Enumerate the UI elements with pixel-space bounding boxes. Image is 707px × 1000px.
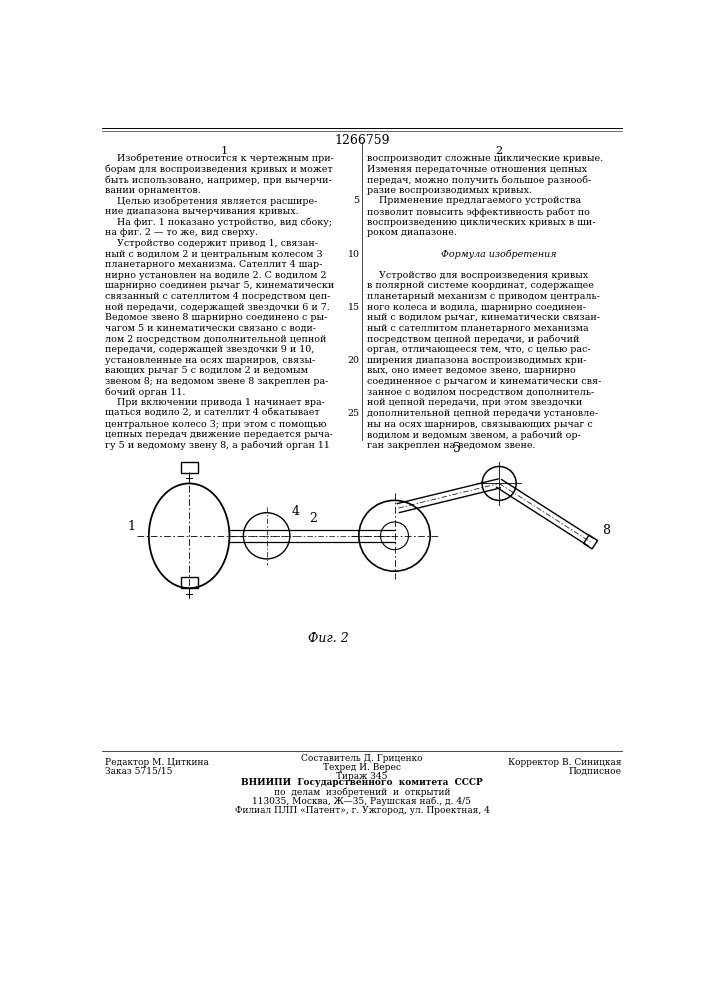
Text: Применение предлагаемого устройства: Применение предлагаемого устройства (368, 196, 581, 205)
Text: Ведомое звено 8 шарнирно соединено с ры-: Ведомое звено 8 шарнирно соединено с ры- (105, 313, 328, 322)
Text: 25: 25 (348, 409, 360, 418)
Text: Корректор В. Синицкая: Корректор В. Синицкая (508, 758, 621, 767)
Text: 1: 1 (221, 146, 228, 156)
Text: 2: 2 (309, 512, 317, 525)
Text: ширения диапазона воспроизводимых кри-: ширения диапазона воспроизводимых кри- (368, 356, 587, 365)
Text: бочий орган 11.: бочий орган 11. (105, 388, 186, 397)
Text: воспроизводит сложные циклические кривые.: воспроизводит сложные циклические кривые… (368, 154, 604, 163)
Text: нирно установлен на водиле 2. С водилом 2: нирно установлен на водиле 2. С водилом … (105, 271, 327, 280)
Text: 10: 10 (348, 250, 360, 259)
Text: вающих рычаг 5 с водилом 2 и ведомым: вающих рычаг 5 с водилом 2 и ведомым (105, 366, 308, 375)
Text: 5: 5 (452, 442, 460, 455)
Text: При включении привода 1 начинает вра-: При включении привода 1 начинает вра- (105, 398, 325, 407)
Text: щаться водило 2, и сателлит 4 обкатывает: щаться водило 2, и сателлит 4 обкатывает (105, 409, 320, 418)
Bar (180, 577, 198, 588)
Text: вании орнаментов.: вании орнаментов. (105, 186, 201, 195)
Text: орган, отличающееся тем, что, с целью рас-: орган, отличающееся тем, что, с целью ра… (368, 345, 591, 354)
Text: быть использовано, например, при вычерчи-: быть использовано, например, при вычерчи… (105, 175, 332, 185)
Text: ной передачи, содержащей звездочки 6 и 7.: ной передачи, содержащей звездочки 6 и 7… (105, 303, 330, 312)
Text: Заказ 5715/15: Заказ 5715/15 (105, 767, 173, 776)
Text: дополнительной цепной передачи установле-: дополнительной цепной передачи установле… (368, 409, 599, 418)
Text: планетарного механизма. Сателлит 4 шар-: планетарного механизма. Сателлит 4 шар- (105, 260, 323, 269)
Text: чагом 5 и кинематически связано с води-: чагом 5 и кинематически связано с води- (105, 324, 317, 333)
Text: вых, оно имеет ведомое звено, шарнирно: вых, оно имеет ведомое звено, шарнирно (368, 366, 576, 375)
Text: установленные на осях шарниров, связы-: установленные на осях шарниров, связы- (105, 356, 315, 365)
Text: ного колеса и водила, шарнирно соединен-: ного колеса и водила, шарнирно соединен- (368, 303, 586, 312)
Text: на фиг. 2 — то же, вид сверху.: на фиг. 2 — то же, вид сверху. (105, 228, 259, 237)
Text: 4: 4 (292, 505, 300, 518)
Text: ВНИИПИ  Государственного  комитета  СССР: ВНИИПИ Государственного комитета СССР (241, 778, 483, 787)
Text: Целью изобретения является расшире-: Целью изобретения является расшире- (105, 196, 318, 206)
Text: по  делам  изобретений  и  открытий: по делам изобретений и открытий (274, 788, 450, 797)
Text: роком диапазоне.: роком диапазоне. (368, 228, 457, 237)
Text: соединенное с рычагом и кинематически свя-: соединенное с рычагом и кинематически св… (368, 377, 602, 386)
Text: борам для воспроизведения кривых и может: борам для воспроизведения кривых и может (105, 165, 333, 174)
Text: звеном 8; на ведомом звене 8 закреплен ра-: звеном 8; на ведомом звене 8 закреплен р… (105, 377, 329, 386)
Text: передачи, содержащей звездочки 9 и 10,: передачи, содержащей звездочки 9 и 10, (105, 345, 315, 354)
Text: центральное колесо 3; при этом с помощью: центральное колесо 3; при этом с помощью (105, 420, 327, 429)
Text: ный с водилом 2 и центральным колесом 3: ный с водилом 2 и центральным колесом 3 (105, 250, 323, 259)
Text: ный с сателлитом планетарного механизма: ный с сателлитом планетарного механизма (368, 324, 589, 333)
Text: ны на осях шарниров, связывающих рычаг с: ны на осях шарниров, связывающих рычаг с (368, 420, 593, 429)
Text: Изобретение относится к чертежным при-: Изобретение относится к чертежным при- (105, 154, 334, 163)
Text: передач, можно получить большое разнооб-: передач, можно получить большое разнооб- (368, 175, 592, 185)
Text: На фиг. 1 показано устройство, вид сбоку;: На фиг. 1 показано устройство, вид сбоку… (105, 218, 332, 227)
Text: занное с водилом посредством дополнитель-: занное с водилом посредством дополнитель… (368, 388, 595, 397)
Text: водилом и ведомым звеном, а рабочий ор-: водилом и ведомым звеном, а рабочий ор- (368, 430, 581, 440)
Text: 8: 8 (602, 524, 610, 537)
Text: ган закреплен на ведомом звене.: ган закреплен на ведомом звене. (368, 441, 536, 450)
Text: Изменяя передаточные отношения цепных: Изменяя передаточные отношения цепных (368, 165, 588, 174)
Text: 20: 20 (348, 356, 360, 365)
Text: 2: 2 (496, 146, 503, 156)
Text: цепных передач движение передается рыча-: цепных передач движение передается рыча- (105, 430, 334, 439)
Text: в полярной системе координат, содержащее: в полярной системе координат, содержащее (368, 281, 595, 290)
Text: лом 2 посредством дополнительной цепной: лом 2 посредством дополнительной цепной (105, 335, 327, 344)
Text: воспроизведению циклических кривых в ши-: воспроизведению циклических кривых в ши- (368, 218, 596, 227)
Text: Подписное: Подписное (568, 767, 621, 776)
Bar (180, 462, 198, 473)
Text: Устройство содержит привод 1, связан-: Устройство содержит привод 1, связан- (105, 239, 318, 248)
Text: Фиг. 2: Фиг. 2 (308, 632, 349, 645)
Text: посредством цепной передачи, и рабочий: посредством цепной передачи, и рабочий (368, 335, 580, 344)
Text: связанный с сателлитом 4 посредством цеп-: связанный с сателлитом 4 посредством цеп… (105, 292, 331, 301)
Text: 113035, Москва, Ж—35, Раушская наб., д. 4/5: 113035, Москва, Ж—35, Раушская наб., д. … (252, 797, 472, 806)
Text: шарнирно соединен рычаг 5, кинематически: шарнирно соединен рычаг 5, кинематически (105, 281, 334, 290)
Text: Устройство для воспроизведения кривых: Устройство для воспроизведения кривых (368, 271, 589, 280)
Text: планетарный механизм с приводом централь-: планетарный механизм с приводом централь… (368, 292, 600, 301)
Text: Тираж 345: Тираж 345 (337, 772, 387, 781)
Text: Техред И. Верес: Техред И. Верес (323, 763, 401, 772)
Text: Составитель Д. Гриценко: Составитель Д. Гриценко (301, 754, 423, 763)
Text: 15: 15 (348, 303, 360, 312)
Text: ный с водилом рычаг, кинематически связан-: ный с водилом рычаг, кинематически связа… (368, 313, 600, 322)
Text: ной цепной передачи, при этом звездочки: ной цепной передачи, при этом звездочки (368, 398, 583, 407)
Text: гу 5 и ведомому звену 8, а рабочий орган 11: гу 5 и ведомому звену 8, а рабочий орган… (105, 441, 330, 450)
Text: 1: 1 (128, 520, 136, 533)
Text: разие воспроизводимых кривых.: разие воспроизводимых кривых. (368, 186, 532, 195)
Text: Филиал ПЛП «Патент», г. Ужгород, ул. Проектная, 4: Филиал ПЛП «Патент», г. Ужгород, ул. Про… (235, 806, 489, 815)
Text: Формула изобретения: Формула изобретения (441, 250, 557, 259)
Text: Редактор М. Циткина: Редактор М. Циткина (105, 758, 209, 767)
Text: позволит повысить эффективность работ по: позволит повысить эффективность работ по (368, 207, 590, 217)
Text: 5: 5 (354, 196, 360, 205)
Text: 1266759: 1266759 (334, 134, 390, 147)
Text: ние диапазона вычерчивания кривых.: ние диапазона вычерчивания кривых. (105, 207, 299, 216)
